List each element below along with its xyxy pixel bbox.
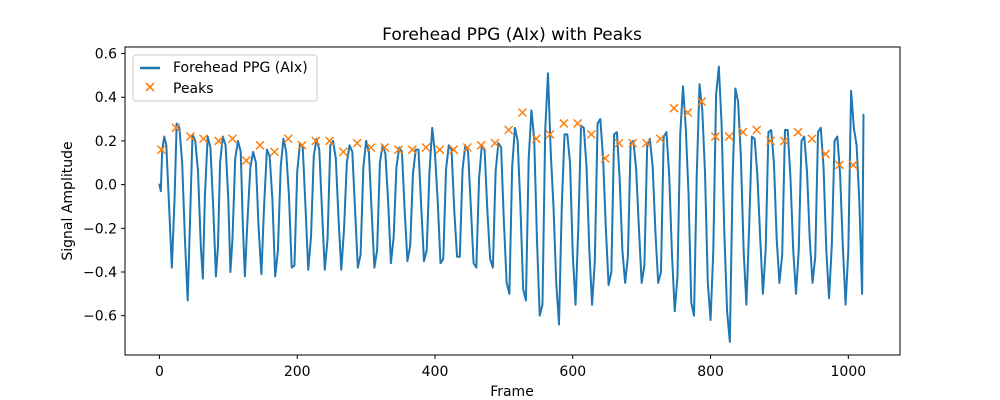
peak-marker — [765, 136, 776, 146]
x-axis: 0 200 400 600 800 1000 — [155, 355, 866, 380]
peak-marker — [393, 145, 404, 155]
plot-frame — [124, 46, 901, 356]
peak-marker — [821, 149, 831, 159]
peak-marker — [614, 138, 624, 148]
y-tick-label: −0.2 — [83, 221, 117, 237]
series-layer — [158, 65, 865, 343]
peak-marker — [669, 103, 679, 113]
x-tick-label: 600 — [559, 364, 586, 380]
peak-marker — [283, 134, 293, 144]
x-tick-label: 800 — [697, 364, 724, 380]
y-tick-label: 0.2 — [95, 134, 117, 150]
peak-marker — [421, 142, 431, 153]
legend-label-series: Forehead PPG (AIx) — [173, 60, 308, 76]
peak-marker — [171, 123, 181, 133]
peak-marker — [628, 138, 638, 148]
peak-marker — [407, 145, 417, 155]
y-tick-label: 0.4 — [95, 90, 117, 106]
y-tick-label: 0.0 — [95, 178, 117, 194]
peak-marker — [504, 125, 514, 135]
peak-marker — [199, 134, 209, 144]
peak-marker — [352, 138, 362, 148]
x-tick-label: 1000 — [831, 364, 867, 380]
y-tick-label: 0.6 — [95, 47, 117, 63]
peak-marker — [531, 134, 541, 144]
legend-peaks-icon — [145, 82, 155, 92]
peak-marker — [156, 145, 167, 155]
peak-marker — [752, 125, 762, 135]
peak-marker — [517, 108, 528, 118]
peak-marker — [476, 140, 486, 150]
peaks-layer — [156, 97, 858, 170]
peak-marker — [449, 145, 459, 155]
peak-marker — [793, 127, 803, 137]
y-tick-label: −0.4 — [83, 265, 117, 281]
peak-marker — [490, 138, 500, 148]
x-tick-label: 400 — [422, 364, 449, 380]
x-tick-label: 0 — [155, 364, 164, 380]
peak-marker — [655, 134, 665, 144]
peak-marker — [366, 142, 376, 153]
y-axis-label: Signal Amplitude — [60, 141, 76, 260]
peak-marker — [697, 97, 707, 107]
x-tick-label: 200 — [284, 364, 311, 380]
legend-box — [132, 54, 318, 102]
peak-marker — [600, 153, 610, 163]
peak-marker — [227, 134, 237, 144]
legend: Forehead PPG (AIx) Peaks — [132, 54, 318, 102]
x-axis-label: Frame — [490, 384, 534, 400]
peak-marker — [683, 108, 693, 118]
peak-marker — [380, 142, 390, 153]
peak-marker — [255, 140, 265, 150]
peak-marker — [779, 136, 789, 146]
peak-marker — [185, 132, 195, 142]
peak-marker — [214, 136, 224, 146]
peak-marker — [545, 129, 555, 139]
peak-marker — [834, 160, 844, 170]
peak-marker — [559, 118, 569, 128]
chart-title: Forehead PPG (AIx) with Peaks — [382, 25, 642, 45]
peak-marker — [848, 160, 858, 170]
peak-marker — [462, 142, 472, 153]
peak-marker — [586, 129, 596, 139]
peak-marker — [269, 147, 280, 157]
peak-marker — [338, 147, 348, 157]
peak-marker — [724, 132, 734, 142]
peak-marker — [241, 156, 251, 166]
legend-label-peaks: Peaks — [173, 81, 214, 97]
peak-marker — [573, 118, 583, 128]
peak-marker — [311, 136, 321, 146]
peak-marker — [807, 134, 817, 144]
peak-marker — [710, 132, 720, 142]
y-axis: −0.6 −0.4 −0.2 0.0 0.2 0.4 0.6 — [83, 47, 125, 325]
peak-marker — [738, 127, 748, 137]
peak-marker — [435, 145, 445, 155]
y-tick-label: −0.6 — [83, 309, 117, 325]
peak-marker — [297, 140, 307, 150]
peak-marker — [641, 138, 652, 148]
forehead-ppg-series-line — [158, 65, 865, 343]
peak-marker — [325, 136, 335, 146]
